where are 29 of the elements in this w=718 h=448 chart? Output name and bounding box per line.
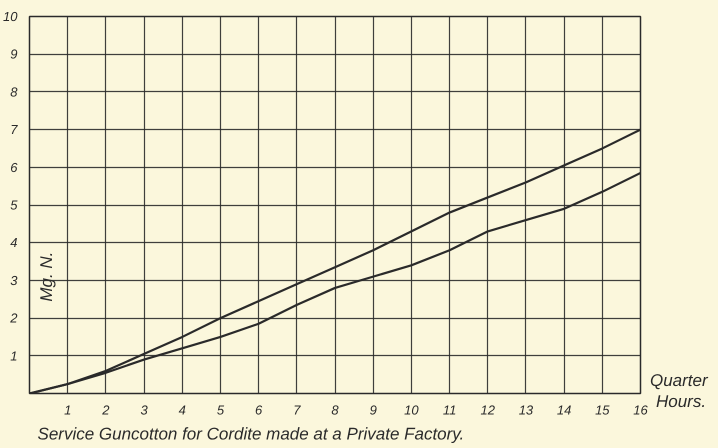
x-tick-label: 2 xyxy=(101,402,110,418)
x-tick-label: 14 xyxy=(556,402,572,418)
x-tick-label: 13 xyxy=(518,402,534,418)
x-tick-label: 11 xyxy=(442,402,456,418)
y-tick-label: 7 xyxy=(10,122,18,138)
x-tick-label: 9 xyxy=(370,402,377,418)
y-tick-label: 1 xyxy=(10,348,18,364)
x-axis-title: Quarter Hours. xyxy=(650,371,708,411)
x-tick-label: 5 xyxy=(216,402,225,418)
x-tick-label: 7 xyxy=(293,402,302,418)
text: Service Guncotton for Cordite made at a Private Factory. xyxy=(38,424,464,444)
y-tick-label: 10 xyxy=(3,9,18,24)
y-tick-label: 6 xyxy=(10,160,18,175)
y-tick-label: 4 xyxy=(10,235,18,250)
x-tick-label: 12 xyxy=(480,402,496,418)
x-tick-label: 6 xyxy=(255,402,264,418)
y-tick-label: 5 xyxy=(10,198,18,212)
x-tick-label: 3 xyxy=(140,402,148,418)
x-tick-label: 10 xyxy=(404,402,420,418)
x-tick-label: 16 xyxy=(633,402,648,418)
y-tick-label: 8 xyxy=(10,84,18,100)
y-tick-label: 3 xyxy=(10,272,18,288)
y-axis-title: Mg. N. xyxy=(37,252,56,302)
y-tick-label: 2 xyxy=(9,310,18,326)
x-tick-label: 4 xyxy=(178,402,186,418)
y-tick-label: 9 xyxy=(10,46,18,62)
x-tick-label: 15 xyxy=(595,402,610,418)
x-tick-label: 8 xyxy=(331,402,340,418)
x-tick-label: 1 xyxy=(64,402,72,418)
